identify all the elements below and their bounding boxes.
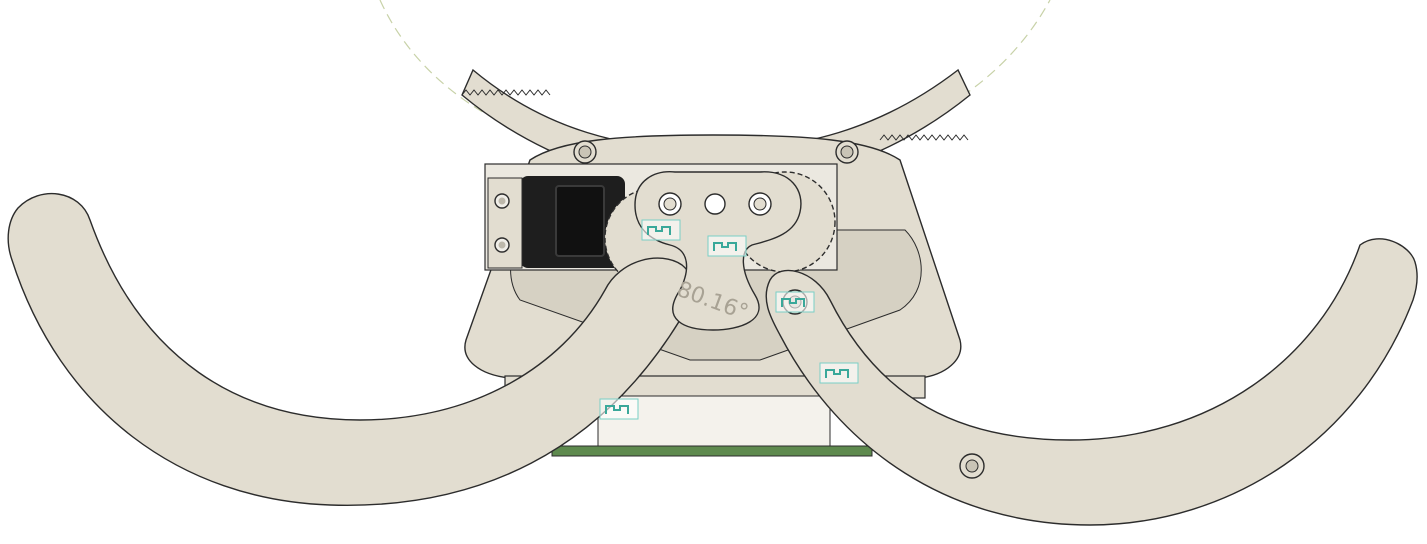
servo-motor[interactable] [487,176,625,269]
right-claw-arm[interactable] [765,238,1418,526]
joint-icon[interactable] [599,398,639,420]
pcb-board[interactable] [551,445,873,457]
linkage-hole-center [704,193,726,215]
joint-icon[interactable] [819,362,859,384]
joint-icon[interactable] [641,219,681,241]
joint-icon[interactable] [707,235,747,257]
joint-icon[interactable] [775,291,815,313]
left-claw-arm[interactable] [7,193,695,506]
top-ring-gear-teeth [461,89,969,141]
